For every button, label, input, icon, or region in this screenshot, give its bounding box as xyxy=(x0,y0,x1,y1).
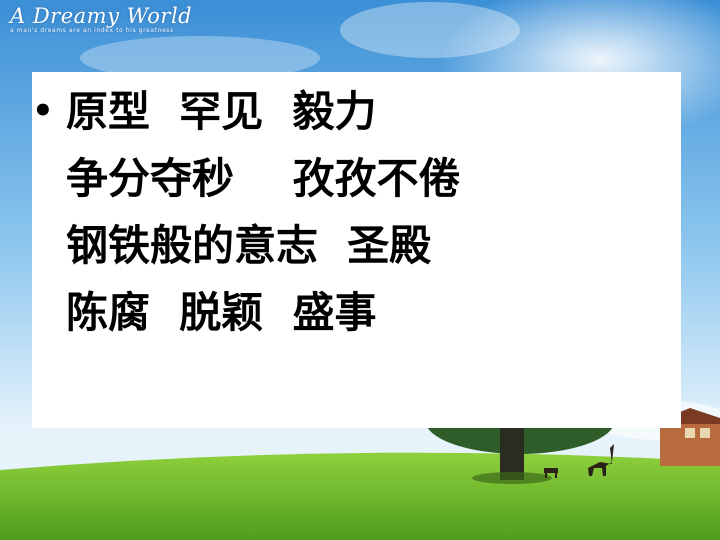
vocab-line-4: 陈腐 脱颖 盛事 xyxy=(32,279,461,346)
vocab-line-2: 争分夺秒 孜孜不倦 xyxy=(32,145,461,212)
vocab-line-1: • 原型 罕见 毅力 xyxy=(32,78,461,145)
content-panel xyxy=(32,72,681,428)
vocabulary-list: • 原型 罕见 毅力 争分夺秒 孜孜不倦 钢铁般的意志 圣殿 陈腐 脱颖 盛事 xyxy=(32,78,461,346)
vocab-text: 钢铁般的意志 圣殿 xyxy=(66,221,432,270)
vocab-text: 争分夺秒 孜孜不倦 xyxy=(66,154,461,203)
brand-title: A Dreamy World xyxy=(10,4,193,28)
bullet-icon: • xyxy=(32,91,54,131)
brand-logo: A Dreamy World a man's dreams are an ind… xyxy=(10,4,192,34)
vocab-line-3: 钢铁般的意志 圣殿 xyxy=(32,212,461,279)
vocab-text: 陈腐 脱颖 盛事 xyxy=(66,288,377,337)
brand-subtitle: a man's dreams are an index to his great… xyxy=(10,27,174,34)
vocab-text: 原型 罕见 毅力 xyxy=(66,87,377,136)
animal-silhouettes xyxy=(544,444,614,478)
